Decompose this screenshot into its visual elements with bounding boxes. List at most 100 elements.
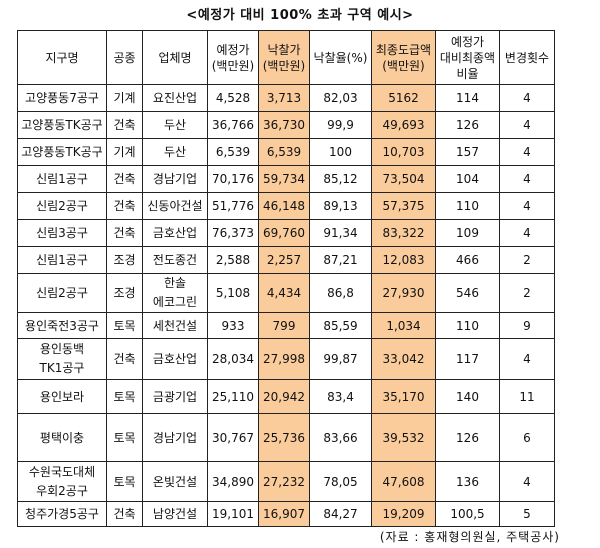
table-cell: 5162 (371, 84, 436, 112)
table-cell: 조경 (106, 273, 143, 313)
table-cell: 4 (499, 84, 555, 112)
table-cell: 토목 (106, 379, 143, 414)
table-row: 신림1공구 조경 전도종건 2,588 2,257 87,21 12,083 466 2 (17, 246, 555, 274)
table-row: 평택이충 토목 경남기업 30,767 25,736 83,66 39,532 126 6 (17, 413, 555, 462)
table-row: 용인동백 TK1공구 건축 금호산업 28,034 27,998 99,87 33,042 11… (17, 338, 555, 380)
table-cell: 49,693 (371, 111, 436, 139)
table-cell: 126 (435, 111, 500, 139)
table-cell: 546 (435, 273, 500, 313)
column-header: 공종 (106, 30, 143, 85)
table-cell: 조경 (106, 246, 143, 274)
table-cell: 114 (435, 84, 500, 112)
column-header: 낙찰가 (백만원) (258, 30, 310, 85)
column-header: 예정가 (백만원) (207, 30, 259, 85)
column-header: 낙찰율(%) (309, 30, 372, 85)
table-cell: 2 (499, 273, 555, 313)
table-title: <예정가 대비 100% 초과 구역 예시> (186, 8, 414, 23)
table-cell: 건축 (106, 192, 143, 220)
table-cell: 고양풍동7공구 (17, 84, 107, 112)
table-row: 고양풍동TK공구 건축 두산 36,766 36,730 99,9 49,693 126 4 (17, 111, 555, 139)
column-header: 업체명 (142, 30, 208, 85)
table-cell: 110 (435, 192, 500, 220)
table-cell: 전도종건 (142, 246, 208, 274)
table-cell: 2 (499, 246, 555, 274)
table-cell: 2,588 (207, 246, 259, 274)
table-cell: 건축 (106, 219, 143, 247)
table-row: 청주가경5공구 건축 남양건설 19,101 16,907 84,27 19,209 100,… (17, 501, 555, 527)
column-header: 예정가 대비최종액 비율 (435, 30, 500, 85)
column-header: 최종도급액 (백만원) (371, 30, 436, 85)
table-cell: 25,736 (258, 413, 310, 462)
table-cell: 30,767 (207, 413, 259, 462)
table-cell: 고양풍동TK공구 (17, 138, 107, 166)
table-cell: 4 (499, 192, 555, 220)
table-cell: 4 (499, 219, 555, 247)
table-cell: 수원국도대체 우회2공구 (17, 461, 107, 502)
table-cell: 110 (435, 312, 500, 339)
table-cell: 59,734 (258, 165, 310, 193)
table-row: 용인보라 토목 금광기업 25,110 20,942 83,4 35,170 140 11 (17, 379, 555, 414)
table-row: 고양풍동7공구 기계 요진산업 4,528 3,713 82,03 5162 114 4 (17, 84, 555, 112)
table-cell: 27,930 (371, 273, 436, 313)
table-cell: 건축 (106, 165, 143, 193)
table-cell: 91,34 (309, 219, 372, 247)
table-cell: 10,703 (371, 138, 436, 166)
table-cell: 799 (258, 312, 310, 339)
table-cell: 19,101 (207, 501, 259, 527)
table-cell: 기계 (106, 84, 143, 112)
table-cell: 두산 (142, 138, 208, 166)
table-cell: 3,713 (258, 84, 310, 112)
table-cell: 27,232 (258, 461, 310, 502)
table-cell: 금광기업 (142, 379, 208, 414)
table-cell: 신림3공구 (17, 219, 107, 247)
table-cell: 금호산업 (142, 338, 208, 380)
column-header: 변경횟수 (499, 30, 555, 85)
table-cell: 4 (499, 165, 555, 193)
table-cell: 82,03 (309, 84, 372, 112)
table-cell: 신림2공구 (17, 192, 107, 220)
table-cell: 85,12 (309, 165, 372, 193)
table-cell: 85,59 (309, 312, 372, 339)
table-cell: 토목 (106, 413, 143, 462)
table-cell: 6,539 (258, 138, 310, 166)
table-cell: 5 (499, 501, 555, 527)
table-cell: 36,730 (258, 111, 310, 139)
table-cell: 84,27 (309, 501, 372, 527)
table-cell: 34,890 (207, 461, 259, 502)
table-cell: 11 (499, 379, 555, 414)
table-cell: 토목 (106, 312, 143, 339)
table-row: 신림2공구 건축 신동아건설 51,776 46,148 89,13 57,375 110 4 (17, 192, 555, 220)
table-cell: 100,5 (435, 501, 500, 527)
table-cell: 933 (207, 312, 259, 339)
table-cell: 70,176 (207, 165, 259, 193)
table-cell: 104 (435, 165, 500, 193)
table-cell: 51,776 (207, 192, 259, 220)
table-cell: 157 (435, 138, 500, 166)
table-row: 신림1공구 건축 경남기업 70,176 59,734 85,12 73,504 104 4 (17, 165, 555, 193)
table-cell: 109 (435, 219, 500, 247)
table-cell: 1,034 (371, 312, 436, 339)
table-cell: 47,608 (371, 461, 436, 502)
table-cell: 12,083 (371, 246, 436, 274)
table-cell: 용인동백 TK1공구 (17, 338, 107, 380)
table-cell: 용인보라 (17, 379, 107, 414)
table-cell: 4,528 (207, 84, 259, 112)
table-cell: 신림1공구 (17, 165, 107, 193)
table-cell: 금호산업 (142, 219, 208, 247)
table-cell: 건축 (106, 501, 143, 527)
table-cell: 4 (499, 338, 555, 380)
table-cell: 6 (499, 413, 555, 462)
table-cell: 100 (309, 138, 372, 166)
table-cell: 28,034 (207, 338, 259, 380)
table-row: 수원국도대체 우회2공구 토목 온빛건설 34,890 27,232 78,05 47,608… (17, 461, 555, 502)
table-cell: 6,539 (207, 138, 259, 166)
table-cell: 27,998 (258, 338, 310, 380)
table-cell: 78,05 (309, 461, 372, 502)
table-cell: 4 (499, 138, 555, 166)
table-cell: 126 (435, 413, 500, 462)
table-cell: 39,532 (371, 413, 436, 462)
table-cell: 117 (435, 338, 500, 380)
table-row: 용인죽전3공구 토목 세천건설 933 799 85,59 1,034 110 9 (17, 312, 555, 339)
table-cell: 36,766 (207, 111, 259, 139)
table-cell: 76,373 (207, 219, 259, 247)
